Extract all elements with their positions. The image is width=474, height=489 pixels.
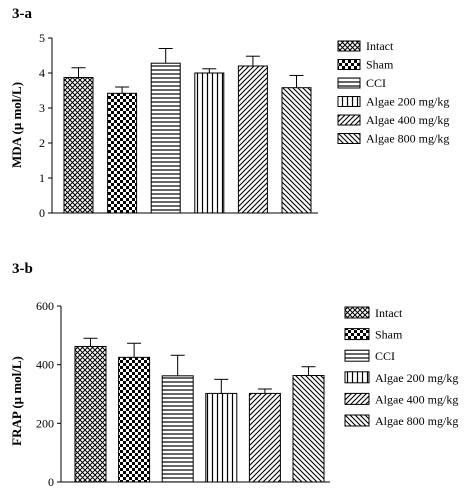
y-tick-label: 200 (36, 416, 54, 430)
legend-swatch (344, 414, 370, 427)
panel-b-y-axis-label: FRAP (μ mol/L) (9, 356, 24, 446)
bar-intact (63, 77, 94, 214)
panel-a-legend: Intact Sham CCI Algae 200 mg/kg Algae 400 mg… (337, 39, 449, 146)
y-tick-label: 0 (39, 206, 45, 220)
legend-label: Algae 800 mg/kg (375, 414, 458, 428)
panel-b-bars (74, 337, 325, 483)
bar-sham (118, 356, 151, 483)
legend-swatch (344, 328, 370, 341)
legend-label: Algae 800 mg/kg (366, 132, 449, 146)
y-tick-label: 600 (36, 299, 54, 313)
legend-swatch (337, 114, 361, 126)
legend-label: Sham (366, 58, 394, 72)
panel-a-y-ticks: 0 1 2 3 4 5 (39, 31, 52, 220)
bar-algae-200-mg-kg (194, 72, 225, 214)
y-tick-label: 1 (39, 171, 45, 185)
y-tick-label: 3 (39, 101, 45, 115)
legend-label: Intact (366, 39, 394, 53)
legend-swatch (337, 59, 361, 70)
legend-label: CCI (375, 349, 395, 363)
bar-algae-800-mg-kg (281, 87, 312, 214)
panel-a-y-axis-label: MDA (μ mol/L) (9, 82, 24, 168)
legend-swatch (337, 96, 361, 107)
legend-label: Algae 200 mg/kg (366, 95, 449, 109)
panel-a-title: 3-a (12, 6, 32, 22)
bar-sham (107, 92, 138, 214)
legend-swatch (344, 371, 370, 384)
bar-algae-800-mg-kg (292, 375, 325, 483)
legend-label: Intact (375, 306, 403, 320)
legend-label: Algae 200 mg/kg (375, 371, 458, 385)
panel-a-bars (63, 48, 312, 214)
bar-algae-400-mg-kg (237, 65, 268, 214)
legend-label: Algae 400 mg/kg (366, 113, 449, 127)
y-tick-label: 400 (36, 358, 54, 372)
bar-algae-200-mg-kg (205, 392, 238, 483)
legend-swatch (344, 392, 370, 405)
panel-b: 3-b FRAP (μ mol/L) 0 200 400 600 Intact Sham… (9, 261, 458, 489)
y-tick-label: 4 (39, 66, 45, 80)
bar-intact (74, 345, 107, 483)
legend-label: CCI (366, 76, 386, 90)
legend-swatch (337, 133, 361, 144)
legend-label: Algae 400 mg/kg (375, 392, 458, 406)
y-tick-label: 2 (39, 136, 45, 150)
legend-swatch (344, 349, 370, 362)
panel-b-legend: Intact Sham CCI Algae 200 mg/kg Algae 400 mg… (344, 306, 458, 428)
legend-swatch (344, 306, 370, 319)
bar-cci (150, 62, 181, 214)
panel-b-title: 3-b (12, 261, 33, 277)
panel-b-y-ticks: 0 200 400 600 (36, 299, 61, 489)
legend-label: Sham (375, 328, 403, 342)
bar-cci (161, 375, 194, 483)
y-tick-label: 5 (39, 31, 45, 45)
legend-swatch (337, 40, 361, 52)
legend-swatch (337, 77, 361, 89)
bar-algae-400-mg-kg (248, 392, 281, 483)
y-tick-label: 0 (48, 475, 54, 489)
panel-a: 3-a MDA (μ mol/L) 0 1 2 3 4 5 Intact Sham CCI Al… (9, 6, 449, 220)
